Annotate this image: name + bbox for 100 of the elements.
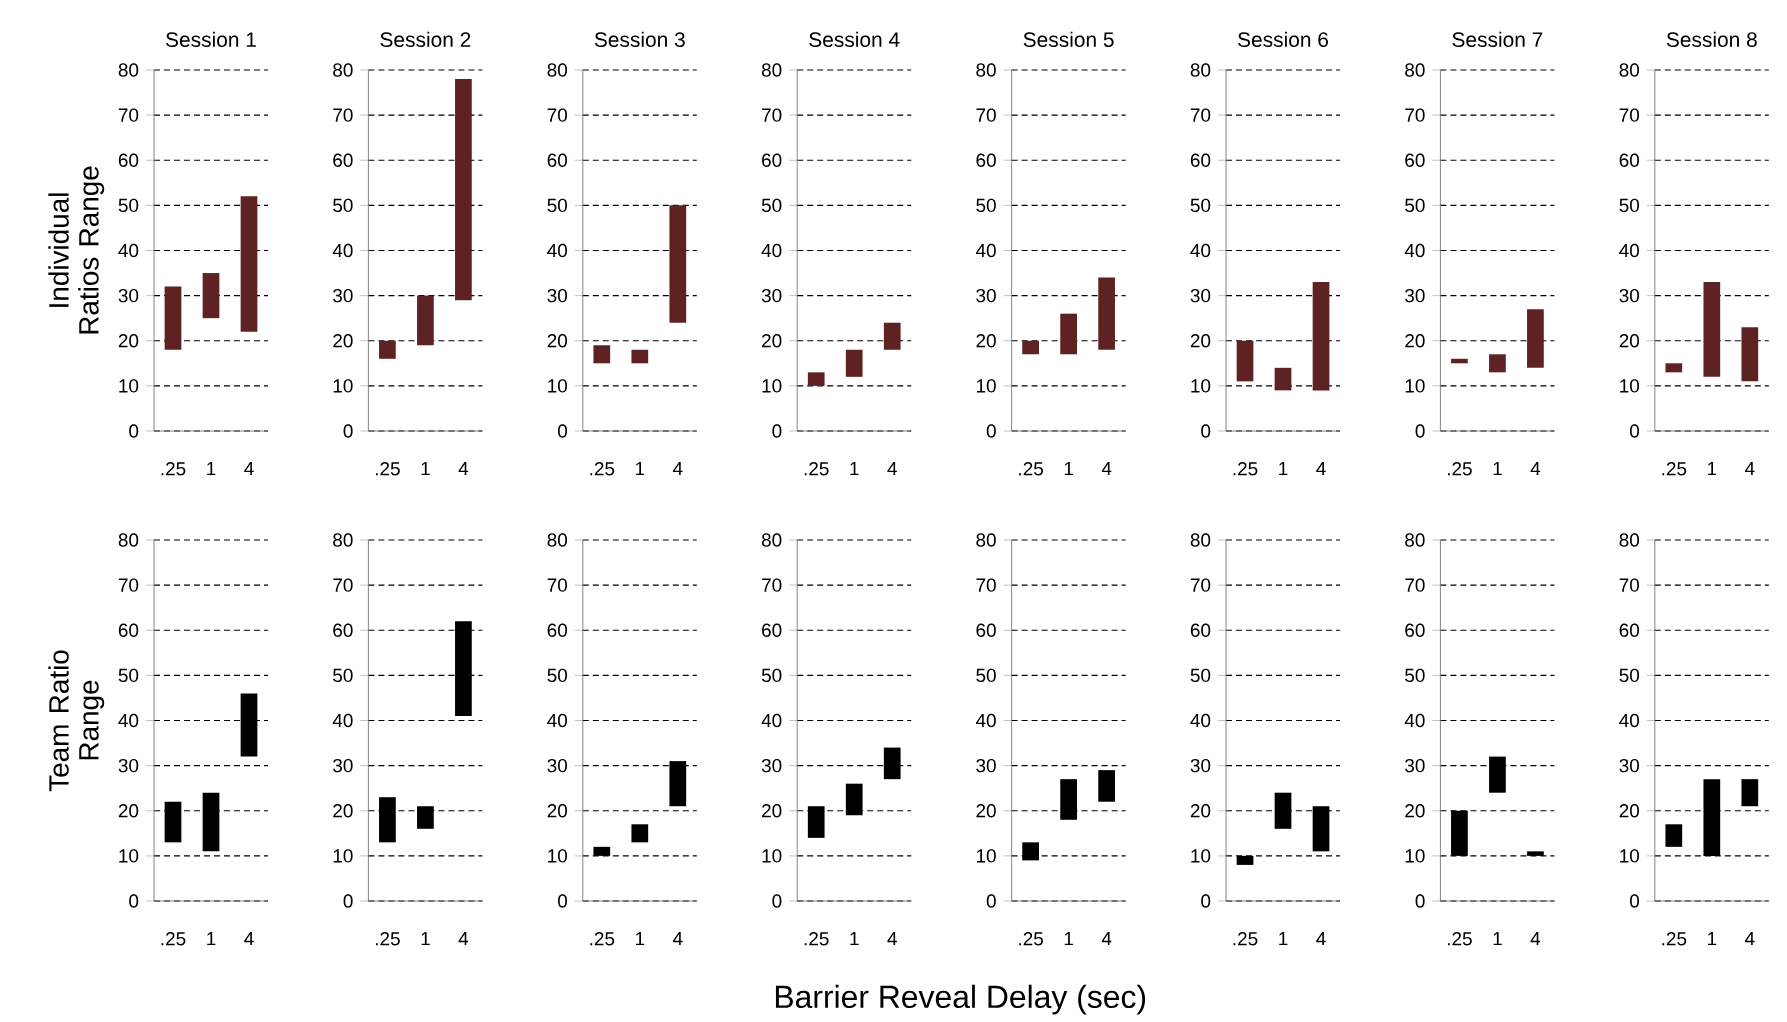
y-tick-label: 30	[333, 758, 353, 773]
bar	[1527, 851, 1544, 856]
y-tick-label: 30	[547, 758, 568, 773]
x-tick-label: 4	[887, 932, 897, 946]
y-tick-label: 70	[1619, 108, 1640, 122]
y-tick-label: 10	[548, 379, 568, 393]
y-tick-label: 40	[547, 243, 568, 258]
x-tick-label: 1	[1493, 932, 1502, 946]
y-tick-label: 30	[976, 758, 996, 773]
y-tick-label: 50	[1190, 198, 1211, 213]
y-tick-label: 10	[1620, 849, 1640, 863]
bar	[593, 846, 611, 856]
y-tick-label: 30	[333, 288, 353, 303]
bar	[240, 196, 258, 332]
y-tick-label: 30	[118, 288, 139, 303]
y-tick-label: 70	[1190, 108, 1211, 122]
y-tick-label: 20	[118, 804, 139, 818]
y-tick-label: 0	[557, 424, 568, 438]
y-tick-label: 10	[976, 849, 996, 863]
chart-title: Session 6	[1238, 31, 1329, 48]
bar	[669, 761, 687, 807]
x-tick-label: .25	[161, 932, 186, 946]
x-tick-label: 4	[1316, 462, 1326, 476]
y-tick-label: 20	[1190, 334, 1211, 348]
y-tick-label: 40	[1404, 713, 1425, 728]
y-tick-label: 60	[1190, 153, 1211, 167]
y-tick-label: 10	[1405, 849, 1425, 863]
bar	[807, 806, 825, 838]
y-tick-label: 0	[343, 894, 353, 908]
y-tick-label: 0	[1201, 424, 1211, 438]
bar	[845, 783, 863, 816]
y-tick-label: 20	[1190, 804, 1211, 818]
y-tick-label: 20	[333, 804, 353, 818]
y-tick-label: 30	[976, 288, 996, 303]
y-tick-label: 80	[761, 533, 782, 547]
y-tick-label: 50	[1190, 668, 1211, 683]
y-tick-label: 20	[333, 334, 353, 348]
y-tick-label: 50	[1405, 198, 1425, 213]
y-tick-label: 40	[118, 243, 139, 258]
y-tick-label: 50	[547, 668, 568, 683]
y-tick-label: 80	[333, 533, 353, 547]
y-tick-label: 10	[548, 849, 568, 863]
x-tick-label: .25	[1019, 932, 1043, 946]
y-tick-label: 50	[1619, 668, 1640, 683]
y-tick-label: 80	[118, 533, 139, 547]
x-tick-label: 4	[887, 462, 897, 476]
bar	[202, 273, 220, 319]
x-tick-label: 4	[1745, 932, 1755, 946]
y-tick-label: 80	[1405, 533, 1425, 547]
x-tick-label: 4	[1530, 932, 1541, 946]
y-tick-label: 70	[1619, 578, 1640, 592]
x-tick-label: .25	[590, 462, 615, 476]
y-tick-label: 20	[547, 334, 568, 348]
x-tick-label: .25	[804, 462, 829, 476]
y-tick-label: 70	[333, 108, 353, 122]
bar	[1489, 756, 1506, 793]
y-tick-label: 10	[333, 849, 353, 863]
x-tick-label: 1	[1708, 462, 1717, 476]
x-tick-label: 1	[635, 932, 645, 946]
bar	[164, 286, 182, 350]
bar	[202, 792, 220, 852]
x-tick-label: 4	[1316, 932, 1326, 946]
y-tick-label: 20	[1619, 804, 1640, 818]
chart-title: Session 8	[1666, 31, 1757, 48]
y-tick-label: 0	[129, 894, 139, 908]
y-tick-label: 60	[547, 153, 568, 167]
y-tick-label: 10	[762, 379, 782, 393]
y-tick-label: 40	[1190, 713, 1211, 728]
chart-title: Session 2	[380, 31, 471, 48]
y-tick-label: 10	[976, 379, 996, 393]
y-tick-label: 40	[332, 713, 353, 728]
y-tick-label: 50	[118, 668, 139, 683]
bar	[1060, 779, 1077, 820]
y-tick-label: 80	[1619, 63, 1640, 77]
bar	[455, 79, 472, 301]
bar	[417, 295, 434, 346]
bar	[1451, 810, 1468, 856]
y-tick-label: 30	[547, 288, 568, 303]
y-tick-label: 10	[1191, 379, 1211, 393]
y-tick-label: 60	[118, 153, 139, 167]
y-tick-label: 10	[762, 849, 782, 863]
bar	[1060, 313, 1077, 355]
x-tick-label: 1	[1279, 462, 1288, 476]
bar	[593, 345, 611, 364]
x-tick-label: 1	[850, 462, 859, 476]
y-tick-label: 0	[986, 894, 996, 908]
y-tick-label: 30	[1619, 758, 1640, 773]
y-tick-label: 60	[333, 623, 353, 637]
x-tick-label: 1	[207, 462, 216, 476]
y-tick-label: 70	[762, 108, 782, 122]
x-tick-label: 1	[1064, 462, 1073, 476]
y-tick-label: 80	[1190, 63, 1211, 77]
y-tick-label: 80	[976, 63, 996, 77]
y-tick-label: 50	[547, 198, 568, 213]
y-tick-label: 10	[119, 379, 139, 393]
y-tick-label: 20	[1405, 334, 1425, 348]
y-tick-label: 50	[333, 668, 353, 683]
y-tick-label: 60	[547, 623, 568, 637]
y-tick-label: 60	[762, 153, 782, 167]
y-tick-label: 0	[1630, 894, 1640, 908]
